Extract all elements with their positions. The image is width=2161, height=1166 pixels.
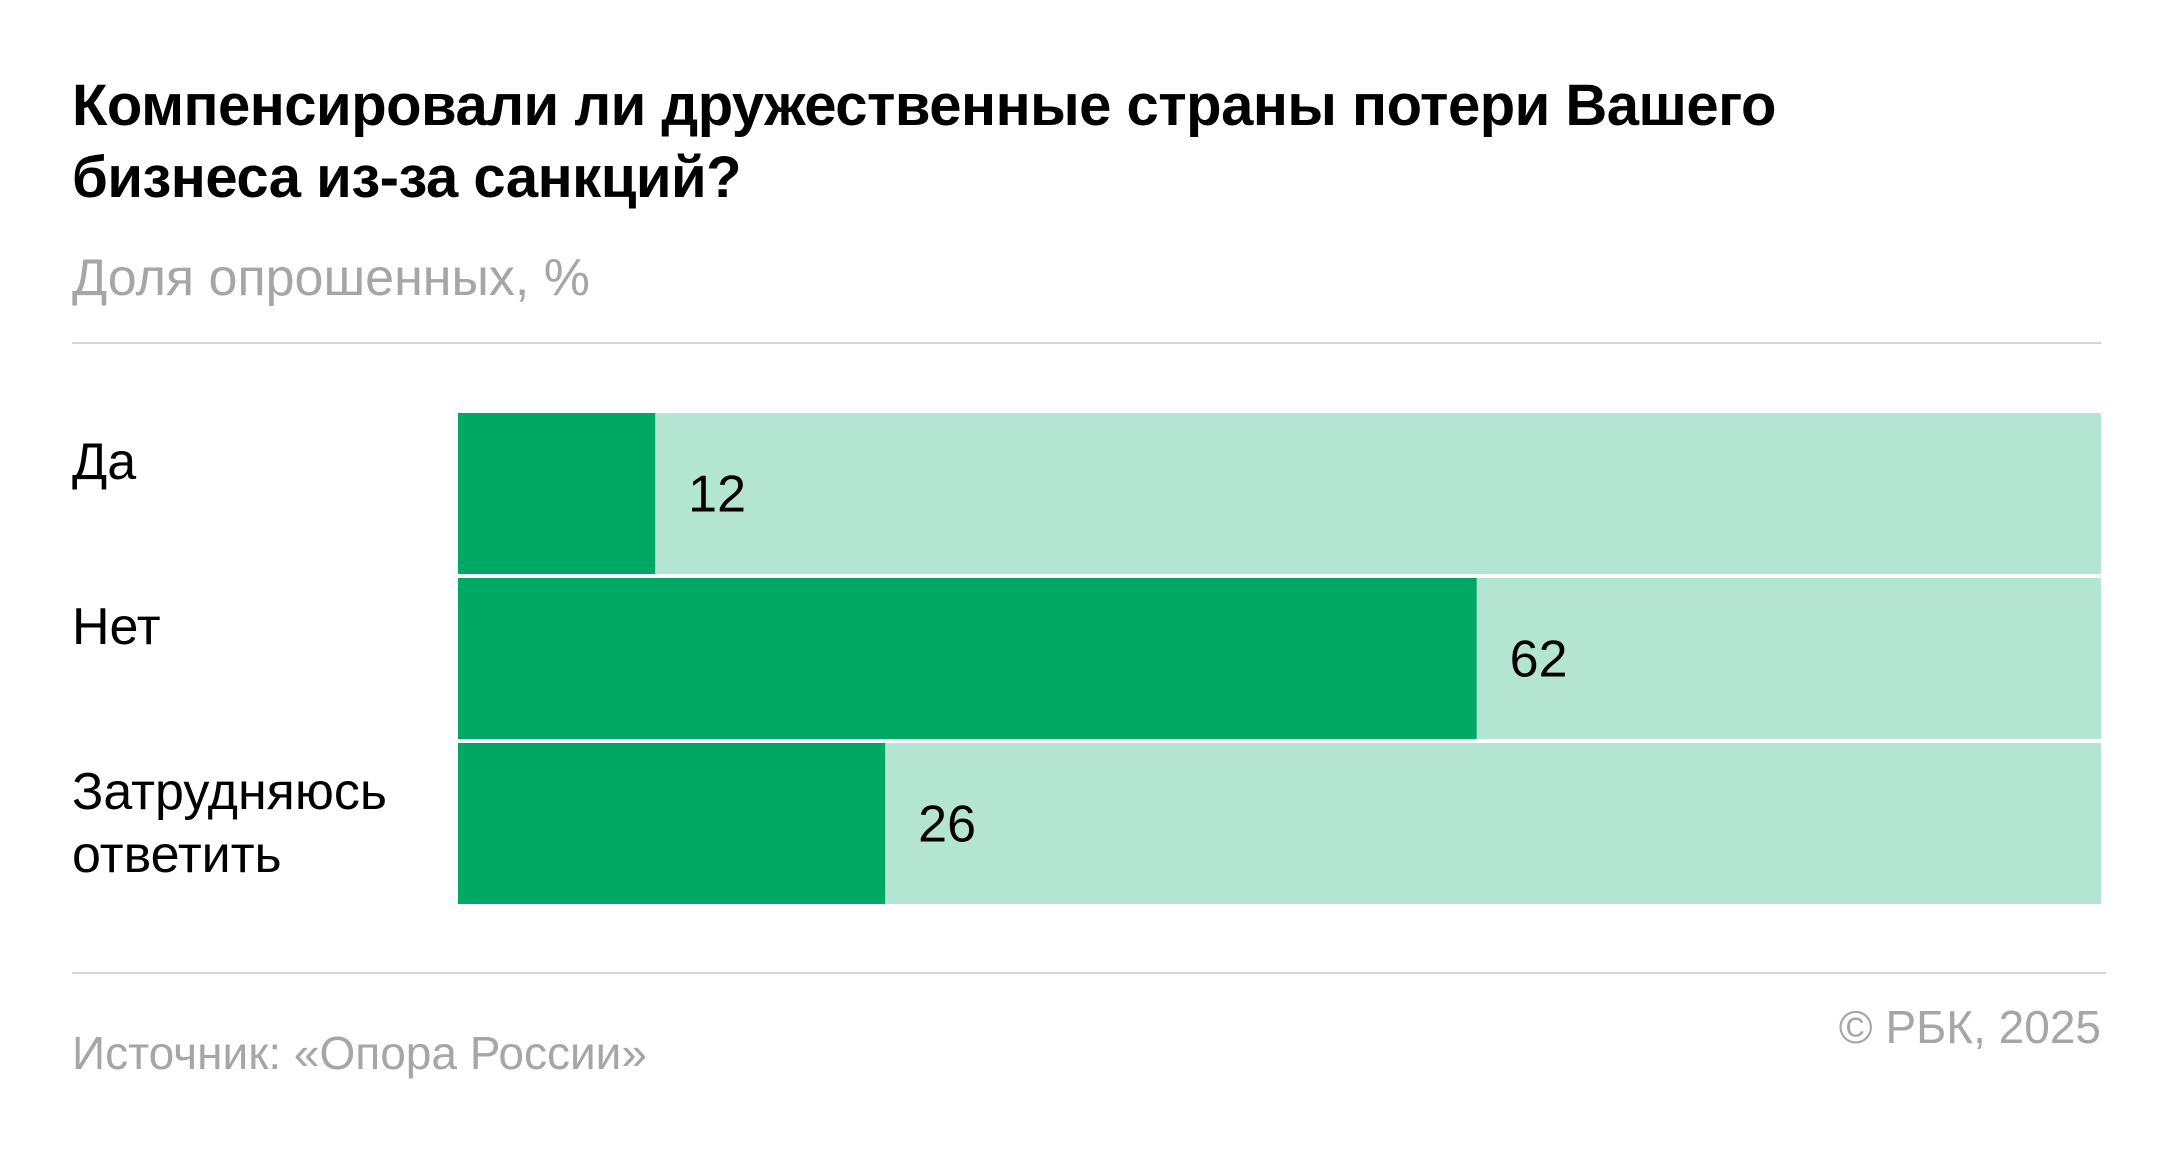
top-divider [72, 342, 2101, 344]
value-label-1: 62 [1510, 631, 1568, 689]
value-label-0: 12 [688, 466, 746, 524]
category-label-2: Затрудняюсь ответить [72, 763, 387, 884]
chart-subtitle: Доля опрошенных, % [72, 249, 591, 307]
value-label-2: 26 [918, 796, 976, 854]
bar-track-0 [458, 413, 2101, 574]
category-label-line-0-0: Да [72, 433, 136, 491]
category-label-0: Да [72, 433, 136, 491]
bar-2 [458, 743, 886, 904]
source-note: Источник: «Опора России» [72, 1027, 647, 1079]
category-label-line-2-0: Затрудняюсь [72, 763, 387, 821]
bar-0 [458, 413, 656, 574]
bottom-divider [72, 972, 2106, 974]
category-label-1: Нет [72, 598, 161, 656]
category-label-line-2-1: ответить [72, 826, 282, 884]
bar-1 [458, 578, 1477, 739]
category-label-line-1-0: Нет [72, 598, 161, 656]
copyright-credit: © РБК, 2025 [1838, 1001, 2101, 1053]
chart-title: Компенсировали ли дружественные страны п… [72, 73, 1776, 210]
